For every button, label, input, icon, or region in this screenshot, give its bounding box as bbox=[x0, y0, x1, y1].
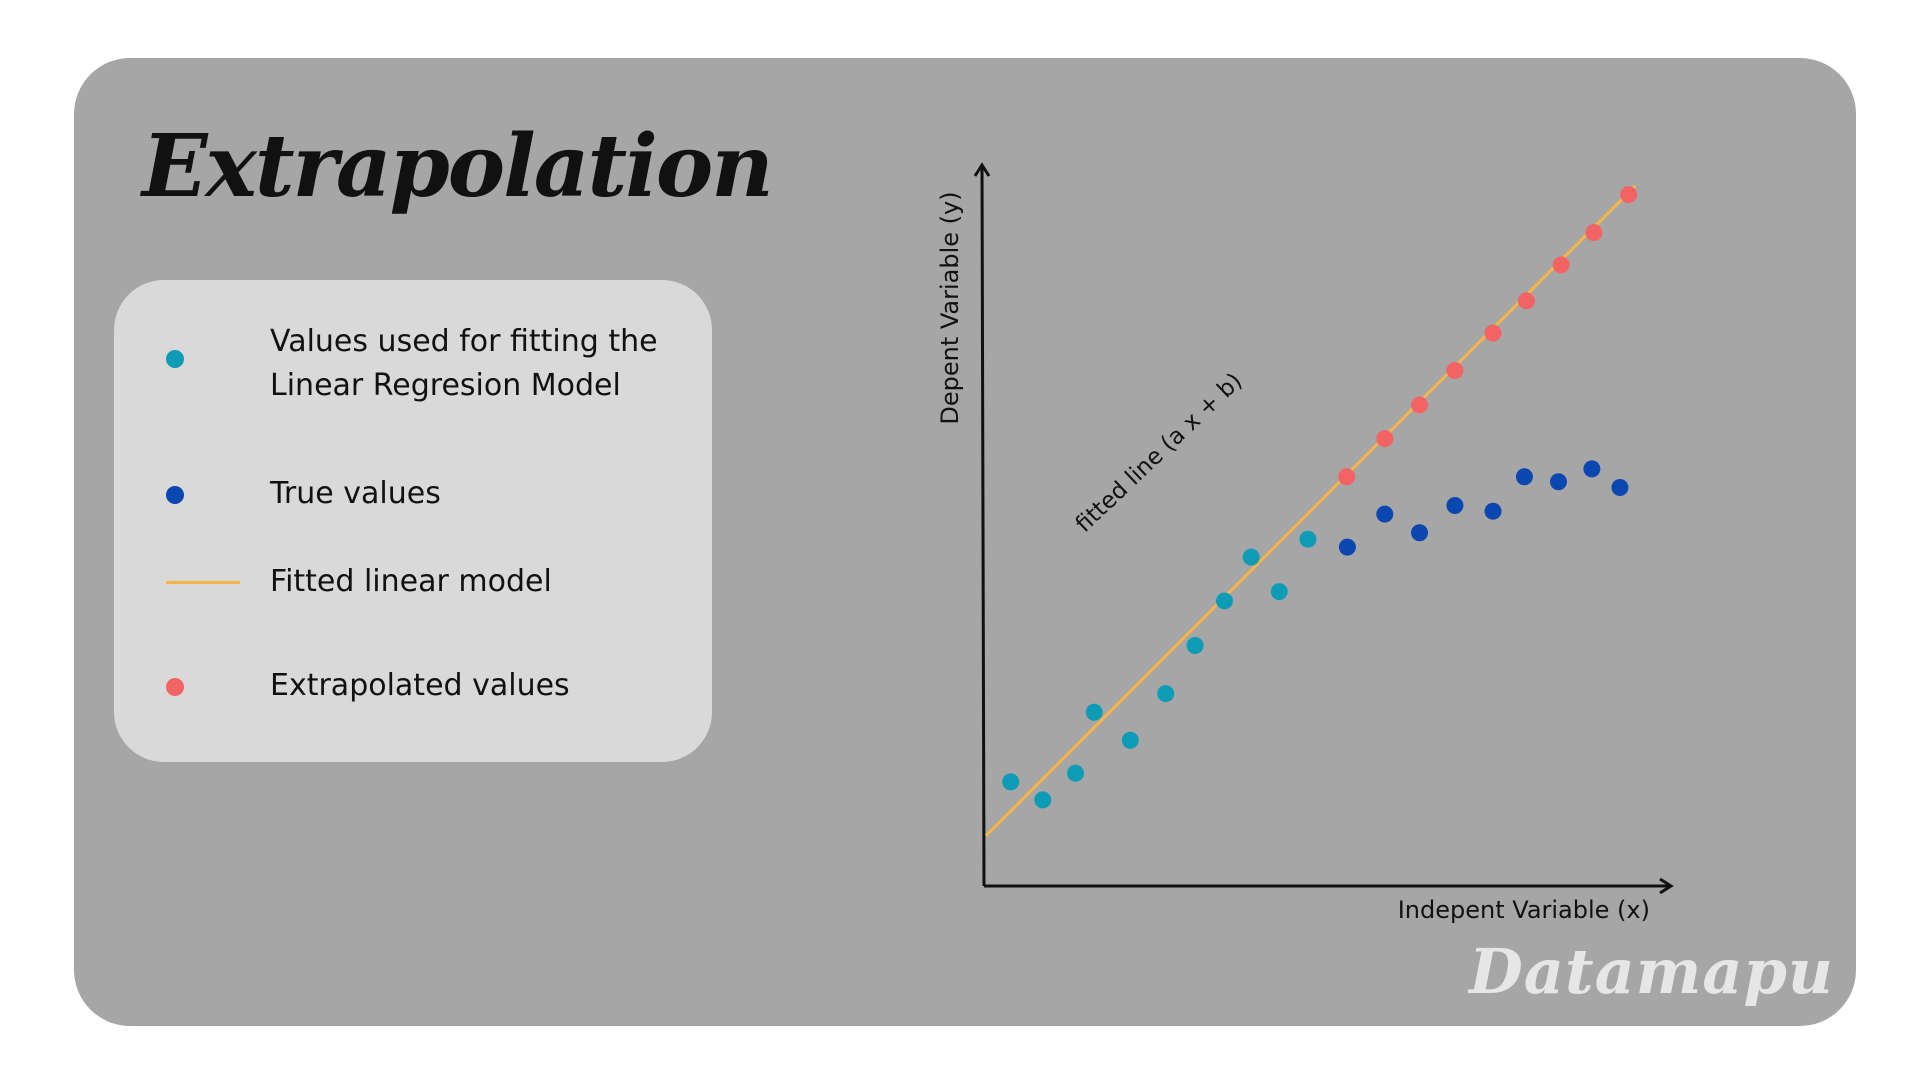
legend-box: Values used for fitting the Linear Regre… bbox=[114, 280, 712, 762]
data-point-s2-3 bbox=[1446, 361, 1464, 379]
data-point-s0-7 bbox=[1215, 592, 1233, 610]
y-axis-label: Depent Variable (y) bbox=[936, 191, 964, 424]
legend-label-fitting-values: Values used for fitting the Linear Regre… bbox=[270, 324, 658, 403]
legend-label-extrapolated: Extrapolated values bbox=[270, 668, 570, 703]
data-point-s2-1 bbox=[1376, 430, 1394, 448]
data-point-s0-3 bbox=[1085, 703, 1103, 721]
data-point-s2-7 bbox=[1585, 224, 1603, 242]
data-points bbox=[1002, 186, 1638, 809]
data-point-s1-0 bbox=[1338, 538, 1356, 556]
scatter-plot: fitted line (a x + b) Indepent Variable … bbox=[936, 162, 1674, 924]
x-axis-label: Indepent Variable (x) bbox=[1398, 896, 1650, 924]
data-point-s0-1 bbox=[1034, 791, 1052, 809]
data-point-s2-2 bbox=[1411, 396, 1429, 414]
data-point-s2-0 bbox=[1338, 468, 1356, 486]
page-title: Extrapolation bbox=[142, 116, 774, 217]
data-point-s0-4 bbox=[1121, 731, 1139, 749]
data-point-s1-2 bbox=[1411, 524, 1429, 542]
watermark-logo: Datamapu bbox=[1469, 935, 1834, 1008]
data-point-s1-1 bbox=[1376, 505, 1394, 523]
data-point-s0-9 bbox=[1270, 583, 1288, 601]
diagram-card: Extrapolation Values used for fitting th… bbox=[74, 58, 1856, 1026]
data-point-s0-0 bbox=[1002, 773, 1020, 791]
data-point-s1-4 bbox=[1484, 502, 1502, 520]
data-point-s1-6 bbox=[1549, 473, 1567, 491]
red-dot-icon bbox=[166, 678, 184, 696]
data-point-s1-3 bbox=[1446, 496, 1464, 514]
x-axis-arrow-icon bbox=[1659, 877, 1674, 895]
data-point-s0-6 bbox=[1186, 636, 1204, 654]
legend-label-fitted-model: Fitted linear model bbox=[270, 564, 552, 599]
data-point-s0-5 bbox=[1157, 685, 1175, 703]
data-point-s1-7 bbox=[1583, 460, 1601, 478]
y-axis-arrow-icon bbox=[973, 162, 991, 177]
data-point-s0-10 bbox=[1299, 530, 1317, 548]
data-point-s0-8 bbox=[1242, 548, 1260, 566]
data-point-s1-5 bbox=[1515, 468, 1533, 486]
data-point-s2-5 bbox=[1517, 292, 1535, 310]
fitted-line-annotation: fitted line (a x + b) bbox=[1071, 368, 1248, 538]
legend-label-true-values: True values bbox=[270, 476, 441, 511]
axes bbox=[973, 162, 1674, 895]
data-point-s1-8 bbox=[1611, 479, 1629, 497]
data-point-s2-6 bbox=[1552, 256, 1570, 274]
orange-line-icon bbox=[166, 581, 240, 584]
teal-dot-icon bbox=[166, 350, 184, 368]
data-point-s0-2 bbox=[1067, 764, 1085, 782]
y-axis bbox=[980, 165, 986, 887]
data-point-s2-8 bbox=[1620, 186, 1638, 204]
blue-dot-icon bbox=[166, 486, 184, 504]
data-point-s2-4 bbox=[1484, 324, 1502, 342]
